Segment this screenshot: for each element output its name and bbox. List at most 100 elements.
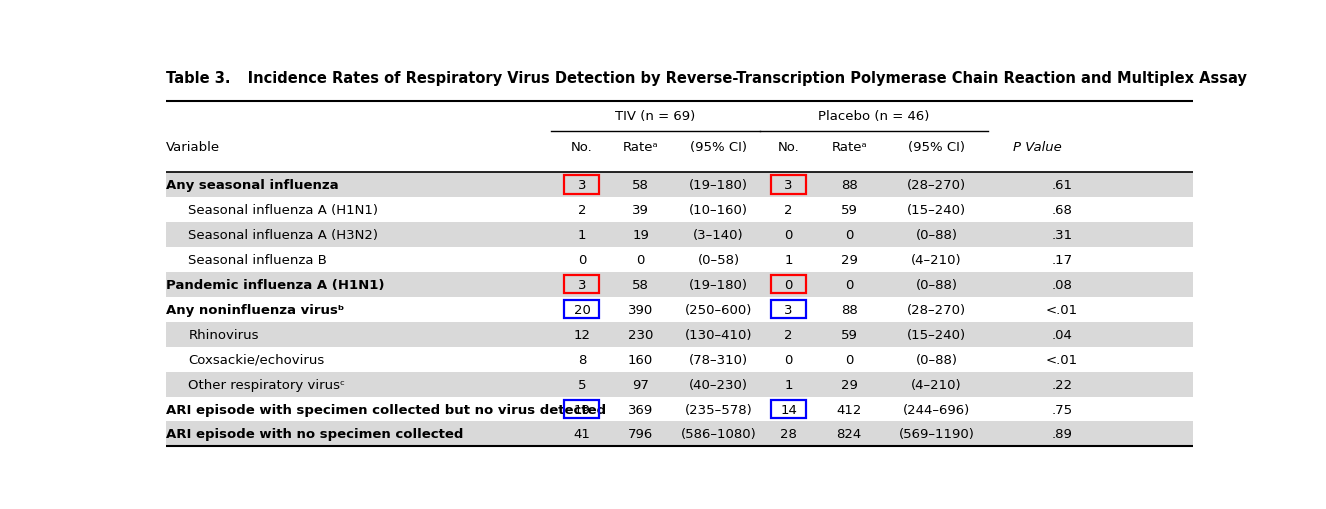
Text: 2: 2 [578,204,586,217]
Text: (586–1080): (586–1080) [680,428,757,441]
Text: 390: 390 [629,303,654,316]
Text: 58: 58 [633,278,648,291]
Text: (15–240): (15–240) [907,204,967,217]
Text: No.: No. [572,141,593,154]
Text: 28: 28 [780,428,797,441]
Text: 0: 0 [845,353,854,366]
Text: 88: 88 [841,303,858,316]
Text: 1: 1 [578,229,586,241]
Bar [166,322,1193,347]
Text: 1: 1 [784,378,793,391]
Text: 88: 88 [841,179,858,192]
Text: .08: .08 [1052,278,1073,291]
Text: ARI episode with no specimen collected: ARI episode with no specimen collected [166,428,463,441]
Text: .04: .04 [1052,328,1073,341]
Text: Seasonal influenza B: Seasonal influenza B [188,253,328,266]
Text: Table 3.: Table 3. [166,71,231,86]
Text: (244–696): (244–696) [903,403,971,416]
Text: (10–160): (10–160) [690,204,748,217]
Text: Pandemic influenza A (H1N1): Pandemic influenza A (H1N1) [166,278,385,291]
Text: 796: 796 [629,428,654,441]
Text: 3: 3 [578,179,586,192]
Text: (19–180): (19–180) [690,179,748,192]
Bar [166,372,1193,397]
Text: 58: 58 [633,179,648,192]
Text: 5: 5 [578,378,586,391]
Text: 14: 14 [780,403,797,416]
Text: (78–310): (78–310) [690,353,748,366]
Text: 29: 29 [841,378,858,391]
Text: 59: 59 [841,204,858,217]
Text: Other respiratory virusᶜ: Other respiratory virusᶜ [188,378,345,391]
Text: 97: 97 [633,378,648,391]
Text: 2: 2 [784,204,793,217]
Text: 0: 0 [784,278,793,291]
Text: 412: 412 [837,403,862,416]
Text: (28–270): (28–270) [907,179,967,192]
Text: ARI episode with specimen collected but no virus detected: ARI episode with specimen collected but … [166,403,606,416]
Text: .17: .17 [1052,253,1073,266]
Text: (250–600): (250–600) [686,303,752,316]
Text: .61: .61 [1052,179,1073,192]
Text: 230: 230 [627,328,654,341]
Text: 369: 369 [629,403,654,416]
Text: .68: .68 [1052,204,1073,217]
Text: (28–270): (28–270) [907,303,967,316]
Text: <.01: <.01 [1046,353,1078,366]
Text: (3–140): (3–140) [693,229,744,241]
Text: 0: 0 [845,278,854,291]
Text: 41: 41 [574,428,590,441]
Text: 3: 3 [578,278,586,291]
Text: (15–240): (15–240) [907,328,967,341]
Text: .89: .89 [1052,428,1073,441]
Text: Incidence Rates of Respiratory Virus Detection by Reverse-Transcription Polymera: Incidence Rates of Respiratory Virus Det… [232,71,1246,86]
Text: 29: 29 [841,253,858,266]
Text: Any seasonal influenza: Any seasonal influenza [166,179,338,192]
Text: (95% CI): (95% CI) [690,141,747,154]
Text: 20: 20 [574,303,590,316]
Text: Seasonal influenza A (H3N2): Seasonal influenza A (H3N2) [188,229,378,241]
Text: 1: 1 [784,253,793,266]
Text: 8: 8 [578,353,586,366]
Text: Coxsackie/echovirus: Coxsackie/echovirus [188,353,325,366]
Text: .31: .31 [1052,229,1073,241]
Text: 0: 0 [784,353,793,366]
Bar [166,421,1193,446]
Text: (0–88): (0–88) [915,229,957,241]
Text: (4–210): (4–210) [911,253,961,266]
Text: P Value: P Value [1013,141,1062,154]
Text: 39: 39 [633,204,648,217]
Text: .22: .22 [1052,378,1073,391]
Bar [166,173,1193,197]
Bar [166,272,1193,297]
Text: No.: No. [777,141,800,154]
Text: .75: .75 [1052,403,1073,416]
Text: 3: 3 [784,179,793,192]
Text: (19–180): (19–180) [690,278,748,291]
Text: (569–1190): (569–1190) [899,428,975,441]
Text: Placebo (n = 46): Placebo (n = 46) [818,109,930,123]
Text: (235–578): (235–578) [684,403,752,416]
Text: (40–230): (40–230) [690,378,748,391]
Text: 0: 0 [845,229,854,241]
Text: Variable: Variable [166,141,220,154]
Text: 19: 19 [633,229,648,241]
Text: TIV (n = 69): TIV (n = 69) [615,109,696,123]
Text: 12: 12 [573,328,590,341]
Text: (0–88): (0–88) [915,278,957,291]
Text: 0: 0 [578,253,586,266]
Text: (0–58): (0–58) [697,253,740,266]
Text: (130–410): (130–410) [684,328,752,341]
Text: <.01: <.01 [1046,303,1078,316]
Text: (95% CI): (95% CI) [908,141,965,154]
Text: (0–88): (0–88) [915,353,957,366]
Text: 824: 824 [837,428,862,441]
Text: (4–210): (4–210) [911,378,961,391]
Text: Rateᵃ: Rateᵃ [831,141,867,154]
Text: 0: 0 [784,229,793,241]
Text: 19: 19 [574,403,590,416]
Text: Rateᵃ: Rateᵃ [623,141,659,154]
Bar [166,222,1193,247]
Text: Any noninfluenza virusᵇ: Any noninfluenza virusᵇ [166,303,343,316]
Text: 59: 59 [841,328,858,341]
